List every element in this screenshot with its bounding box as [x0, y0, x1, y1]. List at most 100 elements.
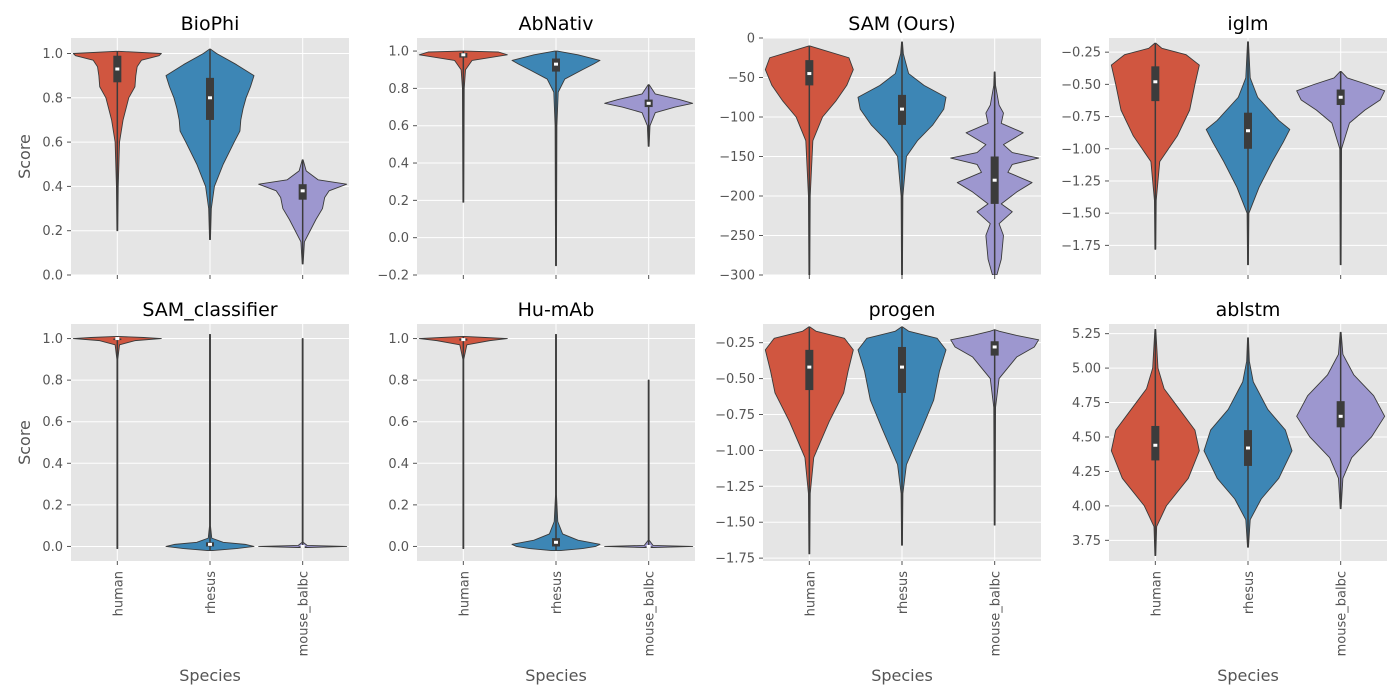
chart-title: BioPhi — [181, 13, 240, 35]
y-tick-label: 0.6 — [42, 415, 63, 430]
x-axis-label: Species — [179, 666, 241, 685]
median-marker — [900, 365, 904, 369]
x-tick-label: human — [457, 571, 472, 616]
chart-title: AbNativ — [519, 13, 594, 35]
median-marker — [1246, 446, 1250, 450]
y-tick-label: 0.8 — [42, 91, 63, 106]
median-marker — [992, 178, 997, 182]
x-tick-label: rhesus — [1242, 571, 1257, 614]
y-tick-label: −50 — [728, 71, 755, 86]
y-tick-label: −1.00 — [715, 444, 755, 459]
chart-panel-4: −1.75 −1.50 −1.25 −1.00 −0.75 −0.50 −0.25 iglm — [1061, 13, 1387, 279]
median-marker — [115, 67, 120, 71]
median-marker — [461, 53, 466, 57]
y-tick-label: −250 — [719, 229, 755, 244]
y-tick-label: −0.25 — [715, 336, 755, 351]
y-tick-label: −150 — [719, 150, 755, 165]
y-tick-label: 5.00 — [1072, 362, 1101, 377]
median-marker — [554, 540, 558, 544]
median-marker — [807, 365, 812, 369]
violins — [72, 333, 348, 552]
y-tick-label: 0.6 — [388, 119, 409, 134]
x-tick-label: mouse_balbc — [1335, 571, 1350, 656]
y-tick-label: −1.75 — [1061, 239, 1101, 254]
median-marker — [1153, 443, 1158, 447]
y-tick-label: 5.25 — [1072, 327, 1101, 342]
x-tick-label: mouse_balbc — [297, 571, 312, 656]
y-tick-label: 4.75 — [1072, 396, 1101, 411]
chart-title: Hu-mAb — [518, 299, 595, 321]
y-tick-label: −0.2 — [377, 269, 409, 284]
y-tick-label: 4.50 — [1072, 430, 1101, 445]
median-marker — [1246, 129, 1250, 133]
violins — [764, 41, 1040, 275]
x-tick-label: human — [803, 571, 818, 616]
x-tick-label: human — [1149, 571, 1164, 616]
x-tick-label: human — [111, 571, 126, 616]
y-tick-label: 0.8 — [42, 374, 63, 389]
y-tick-label: −300 — [719, 269, 755, 284]
y-tick-label: −1.50 — [1061, 207, 1101, 222]
y-tick-label: 0.2 — [388, 194, 409, 209]
y-tick-label: −0.75 — [715, 408, 755, 423]
median-marker — [646, 544, 651, 548]
iqr-box — [1336, 401, 1345, 428]
y-tick-label: −200 — [719, 190, 755, 205]
y-tick-label: 0.0 — [42, 269, 63, 284]
y-tick-label: −1.75 — [715, 552, 755, 567]
x-tick-label: mouse_balbc — [989, 571, 1004, 656]
y-axis-label: Score — [15, 420, 34, 465]
median-marker — [900, 107, 904, 111]
chart-panel-3: −300 −250 −200 −150 −100 −50 0 SAM (Ours) — [719, 13, 1041, 284]
median-marker — [1153, 80, 1158, 84]
chart-panel-6: 0.0 0.2 0.4 0.6 0.8 1.0 human rhesus mouse_balbc… — [388, 299, 695, 685]
y-tick-label: 0.2 — [42, 498, 63, 513]
y-tick-label: 0.6 — [388, 415, 409, 430]
median-marker — [208, 542, 212, 546]
y-tick-label: 0.8 — [388, 82, 409, 97]
median-marker — [807, 72, 812, 76]
iqr-box — [805, 349, 814, 391]
median-marker — [208, 96, 212, 100]
median-marker — [300, 544, 305, 548]
x-tick-label: mouse_balbc — [643, 571, 658, 656]
x-axis-label: Species — [871, 666, 933, 685]
violins — [72, 48, 348, 265]
x-axis-label: Species — [1217, 666, 1279, 685]
y-tick-label: −0.25 — [1061, 46, 1101, 61]
median-marker — [1338, 95, 1343, 99]
y-tick-label: 0.6 — [42, 136, 63, 151]
chart-title: ablstm — [1216, 299, 1281, 321]
chart-title: SAM_classifier — [142, 299, 277, 321]
y-tick-label: 1.0 — [388, 45, 409, 60]
y-tick-label: 0.2 — [42, 224, 63, 239]
y-tick-label: 1.0 — [42, 332, 63, 347]
y-tick-label: 3.75 — [1072, 534, 1101, 549]
y-tick-label: −1.25 — [1061, 174, 1101, 189]
violins — [418, 50, 694, 267]
y-tick-label: −100 — [719, 111, 755, 126]
x-tick-label: rhesus — [204, 571, 219, 614]
x-axis-label: Species — [525, 666, 587, 685]
y-axis-label: Score — [15, 134, 34, 179]
y-tick-label: 1.0 — [388, 332, 409, 347]
y-tick-label: 0.0 — [42, 540, 63, 555]
median-marker — [646, 101, 651, 105]
median-marker — [300, 189, 305, 193]
median-marker — [115, 337, 120, 341]
violins — [418, 333, 694, 552]
violins — [764, 326, 1040, 555]
iqr-box — [898, 346, 906, 393]
y-tick-label: 0.4 — [388, 457, 409, 472]
iqr-box — [1151, 425, 1160, 461]
y-tick-label: 4.00 — [1072, 499, 1101, 514]
chart-panel-7: −1.75 −1.50 −1.25 −1.00 −0.75 −0.50 −0.25 human… — [715, 299, 1041, 685]
y-tick-label: 0.0 — [388, 231, 409, 246]
y-tick-label: 0.8 — [388, 374, 409, 389]
violins — [1110, 329, 1386, 556]
y-tick-label: 1.0 — [42, 47, 63, 62]
x-tick-label: rhesus — [550, 571, 565, 614]
iqr-box — [1151, 66, 1160, 102]
y-tick-label: 4.25 — [1072, 465, 1101, 480]
